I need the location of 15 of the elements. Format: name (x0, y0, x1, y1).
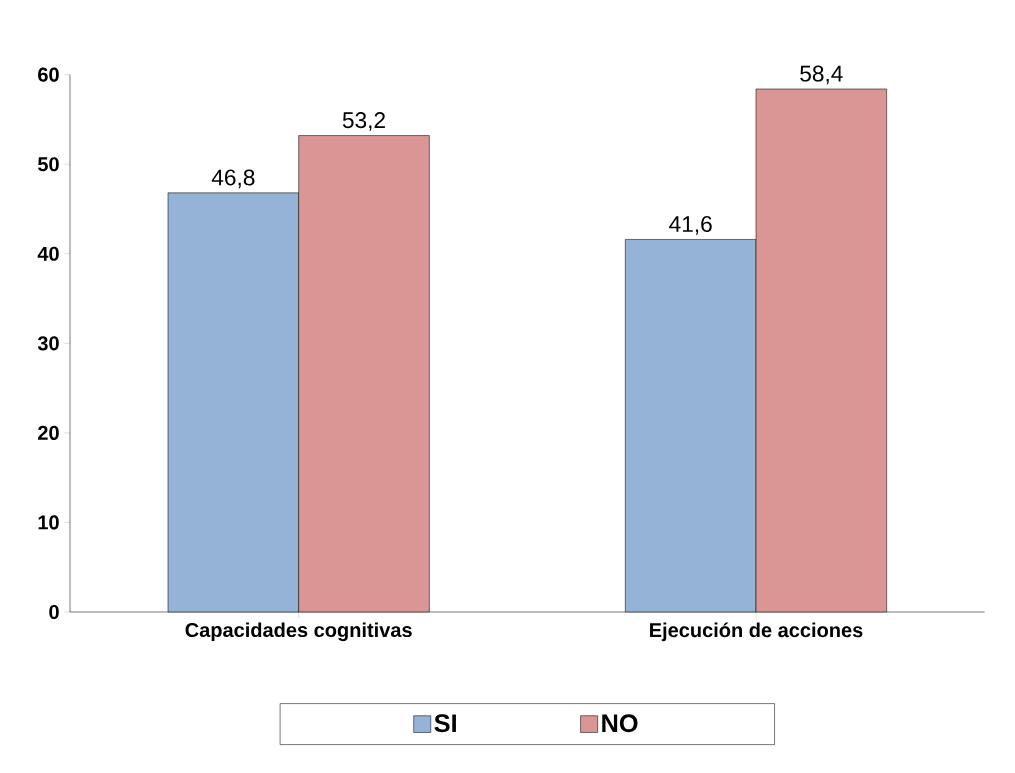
data-label: 58,4 (800, 65, 843, 85)
data-label: 53,2 (342, 112, 385, 131)
y-tick-label: 50 (37, 157, 59, 172)
y-tick-label: 20 (38, 425, 59, 440)
legend-label: SI (434, 714, 456, 733)
y-tick-label: 30 (37, 336, 59, 351)
y-tick-label: 40 (37, 246, 59, 261)
legend-label: NO (602, 714, 638, 733)
data-label: 41,6 (669, 216, 712, 235)
y-tick-label: 60 (38, 67, 59, 82)
y-tick-label: 0 (49, 604, 59, 620)
data-label: 46,8 (211, 169, 255, 189)
x-tick-label: Ejecución de acciones (650, 622, 863, 642)
x-tick-label: Capacidades cognitivas (185, 622, 412, 642)
y-tick-label: 10 (38, 515, 59, 530)
